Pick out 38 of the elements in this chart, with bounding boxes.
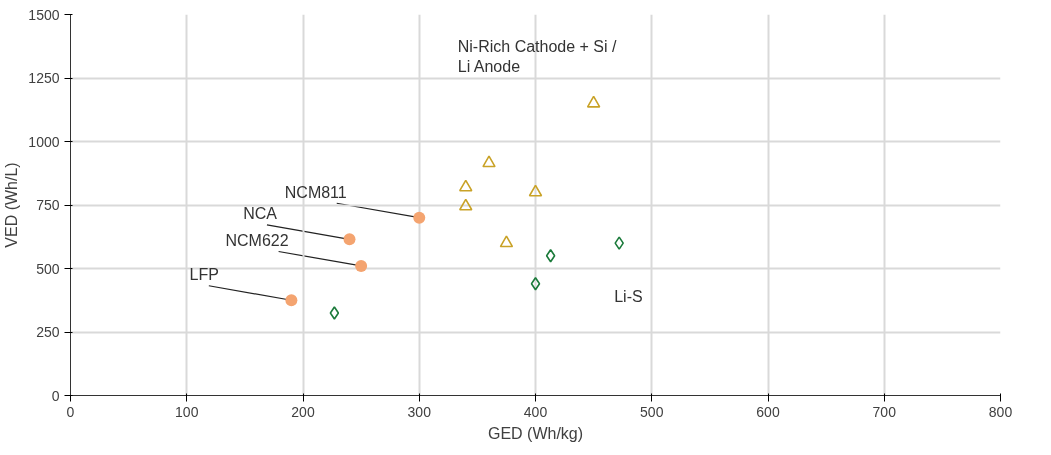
x-tick-label: 400	[523, 403, 548, 420]
annotation: LFP	[189, 266, 219, 284]
y-tick-label: 1000	[28, 133, 60, 150]
y-axis-title: VED (Wh/L)	[3, 162, 21, 248]
y-tick-label: 750	[36, 197, 60, 213]
point	[545, 249, 556, 263]
point	[530, 276, 541, 291]
y-tick-label: 0	[51, 387, 60, 404]
y-tick-label: 1250	[28, 70, 60, 86]
y-tick-label: 500	[36, 260, 60, 277]
annotation: NCM811	[284, 183, 347, 201]
point	[482, 155, 496, 168]
point	[528, 184, 543, 197]
x-tick-label: 800	[988, 403, 1013, 420]
x-tick-label: 700	[872, 403, 897, 420]
point	[614, 236, 624, 250]
point	[458, 179, 473, 192]
x-tick-label: 600	[756, 403, 780, 420]
point	[413, 211, 426, 224]
x-axis-title: GED (Wh/kg)	[487, 424, 584, 442]
x-tick-label: 200	[291, 403, 315, 420]
point	[355, 259, 368, 272]
series-label: Ni-Rich Cathode + Si / Li Anode	[457, 38, 618, 76]
x-tick-label: 300	[407, 403, 432, 420]
x-tick-label: 500	[640, 403, 664, 420]
point	[343, 233, 356, 246]
annotation: NCA	[243, 205, 278, 223]
x-tick-label: 0	[66, 403, 75, 420]
y-tick-label: 1500	[28, 6, 60, 23]
annotation: NCM622	[225, 231, 289, 249]
y-tick-label: 250	[36, 324, 60, 340]
point	[285, 294, 298, 307]
point	[499, 235, 514, 248]
x-tick-label: 100	[175, 403, 199, 420]
point	[458, 198, 473, 211]
text: Li-S	[614, 288, 643, 306]
point	[586, 95, 601, 108]
point	[329, 306, 340, 320]
